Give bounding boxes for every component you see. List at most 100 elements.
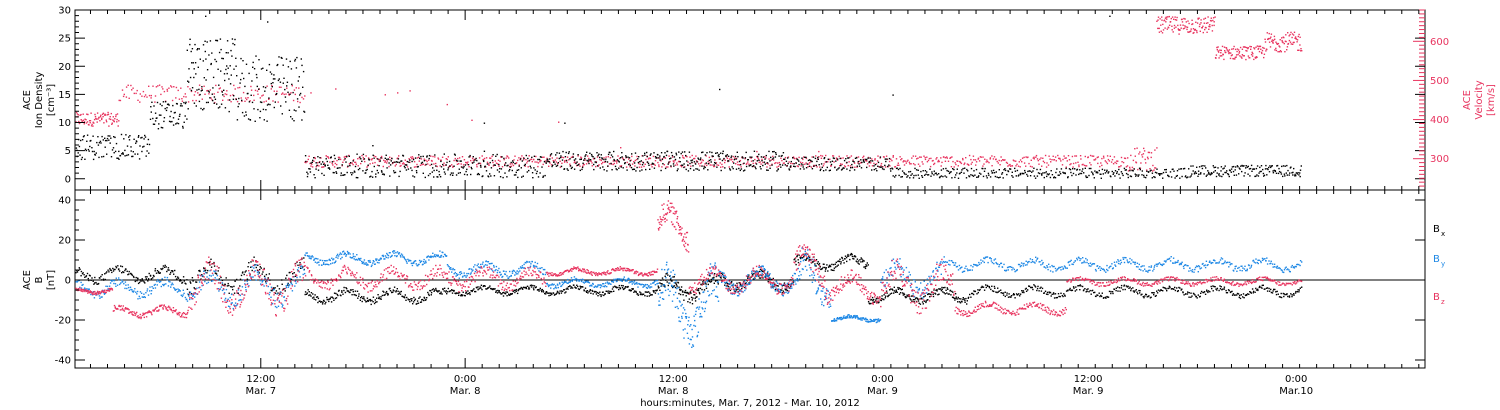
- data-point: [1097, 162, 1099, 165]
- data-point: [624, 286, 627, 288]
- data-point: [1201, 27, 1203, 29]
- data-point: [476, 287, 478, 289]
- data-point: [1009, 165, 1012, 167]
- data-point: [237, 105, 239, 108]
- data-point: [957, 301, 959, 303]
- data-point: [563, 289, 565, 291]
- data-point: [333, 292, 336, 294]
- data-point: [997, 287, 999, 289]
- data-point: [1291, 33, 1294, 35]
- data-point: [174, 289, 176, 291]
- data-point: [250, 261, 252, 263]
- data-point: [949, 157, 951, 159]
- data-point: [1233, 174, 1235, 176]
- data-point: [578, 288, 581, 291]
- data-point: [971, 174, 974, 177]
- data-point: [952, 296, 954, 299]
- data-point: [210, 258, 212, 260]
- data-point: [1186, 26, 1189, 28]
- data-point: [912, 177, 915, 179]
- data-point: [178, 289, 180, 291]
- data-point: [131, 89, 133, 91]
- data-point: [249, 100, 251, 102]
- data-point: [335, 171, 337, 173]
- data-point: [705, 155, 707, 157]
- data-point: [870, 162, 872, 164]
- data-point: [818, 264, 820, 266]
- data-point: [260, 267, 262, 269]
- data-point: [870, 160, 872, 162]
- data-point: [594, 290, 596, 293]
- data-point: [716, 152, 718, 154]
- data-point: [818, 156, 820, 158]
- data-point: [506, 155, 509, 158]
- data-point: [428, 294, 430, 297]
- data-point: [366, 297, 369, 299]
- data-point: [325, 158, 327, 160]
- data-point: [1045, 171, 1047, 173]
- data-point: [453, 153, 456, 155]
- data-point: [850, 155, 853, 157]
- data-point: [330, 296, 332, 298]
- data-point: [827, 266, 830, 268]
- data-point: [139, 93, 141, 95]
- data-point: [577, 154, 579, 156]
- data-point: [535, 155, 537, 158]
- data-point: [632, 288, 634, 290]
- data-point: [412, 158, 415, 161]
- data-point: [526, 162, 528, 164]
- data-point: [430, 294, 432, 296]
- data-point: [956, 298, 958, 300]
- data-point: [815, 265, 817, 267]
- data-point: [315, 299, 317, 301]
- data-point: [598, 164, 600, 166]
- data-point: [819, 266, 821, 268]
- data-point: [259, 268, 261, 271]
- data-point: [834, 166, 836, 169]
- data-point: [1176, 170, 1179, 172]
- data-point: [890, 170, 892, 172]
- data-point: [971, 161, 973, 164]
- data-point: [141, 150, 143, 153]
- data-point: [661, 166, 663, 168]
- data-point: [1150, 169, 1152, 171]
- data-point: [924, 156, 926, 159]
- data-point: [246, 278, 249, 280]
- data-point: [173, 112, 176, 114]
- data-point: [1282, 165, 1285, 167]
- data-point: [545, 291, 548, 293]
- data-point: [1173, 170, 1175, 172]
- data-point: [86, 134, 89, 136]
- data-point: [172, 124, 175, 126]
- data-point: [1301, 50, 1303, 52]
- data-point: [269, 71, 272, 73]
- data-point: [691, 161, 693, 164]
- data-point: [1266, 290, 1269, 292]
- data-point: [579, 287, 582, 289]
- data-point: [454, 292, 456, 294]
- data-point: [479, 164, 482, 167]
- data-point: [163, 90, 166, 93]
- data-point: [327, 164, 329, 166]
- data-point: [124, 287, 126, 290]
- data-point: [1268, 171, 1271, 173]
- data-point: [927, 293, 929, 296]
- data-point: [1078, 173, 1080, 176]
- data-point: [111, 123, 113, 125]
- data-point: [588, 159, 590, 161]
- data-point: [312, 159, 314, 162]
- data-point: [1191, 23, 1193, 26]
- data-point: [1006, 294, 1008, 296]
- data-point: [1007, 165, 1009, 167]
- data-point: [166, 270, 168, 273]
- data-point: [615, 160, 617, 162]
- data-point: [1044, 154, 1047, 157]
- data-point: [887, 295, 889, 297]
- data-point: [927, 174, 929, 176]
- data-point: [1214, 170, 1216, 172]
- data-point: [313, 157, 315, 159]
- data-point: [575, 287, 577, 289]
- data-point: [938, 293, 940, 295]
- data-point: [207, 101, 209, 104]
- data-point: [508, 294, 510, 296]
